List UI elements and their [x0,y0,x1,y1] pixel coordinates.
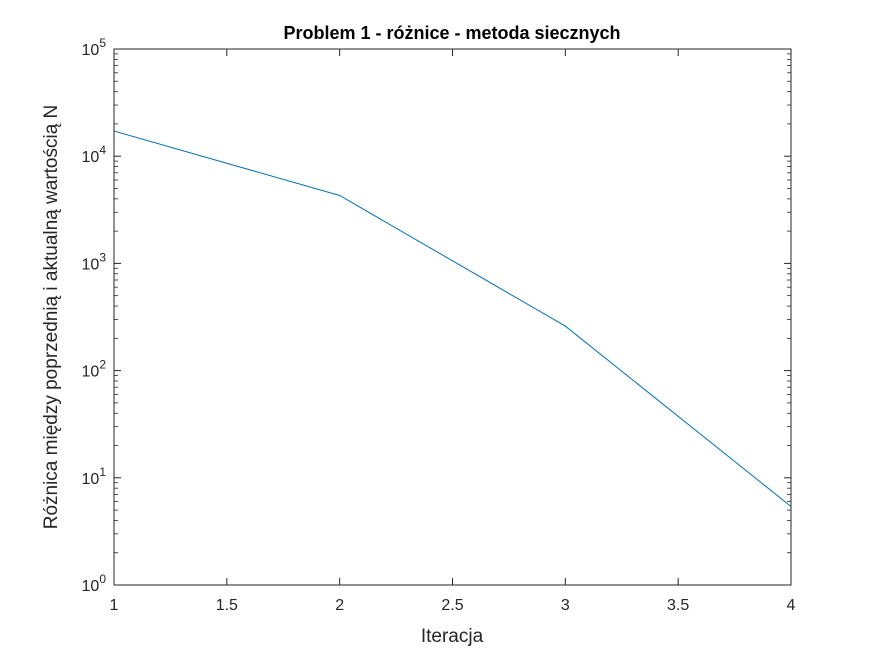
y-axis-label: Różnica między poprzednią i aktualną war… [41,105,62,530]
y-tick-exponent: 2 [99,358,106,372]
y-tick-label: 105 [82,36,107,59]
y-tick-base: 10 [82,42,100,59]
y-tick-exponent: 4 [99,143,106,157]
series-line [113,130,792,507]
y-tick-exponent: 3 [99,250,106,264]
y-tick-base: 10 [82,256,100,273]
x-axis-label: Iteracja [421,626,484,647]
y-tick-exponent: 1 [99,465,106,479]
y-tick-exponent: 0 [99,572,106,586]
plot-frame [113,48,792,586]
y-tick-label: 104 [82,143,107,166]
y-tick-label: 102 [82,358,107,381]
y-tick-base: 10 [82,149,100,166]
y-tick-base: 10 [82,364,100,381]
x-tick-label: 3 [561,597,570,614]
chart-title: Problem 1 - różnice - metoda siecznych [283,23,620,43]
x-tick-label: 2 [335,597,344,614]
y-tick-label: 101 [82,465,107,488]
data-point [564,325,566,327]
y-tick-label: 100 [82,572,107,595]
data-point [339,194,341,197]
plot-area-background [114,49,791,585]
x-tick-label: 1.5 [216,597,238,614]
x-tick-label: 4 [787,597,796,614]
x-tick-label: 3.5 [667,597,689,614]
x-tick-label: 1 [110,597,119,614]
y-tick-base: 10 [82,578,100,595]
y-tick-exponent: 5 [99,36,106,50]
x-tick-label: 2.5 [441,597,463,614]
y-tick-base: 10 [82,471,100,488]
y-tick-label: 103 [82,250,107,273]
